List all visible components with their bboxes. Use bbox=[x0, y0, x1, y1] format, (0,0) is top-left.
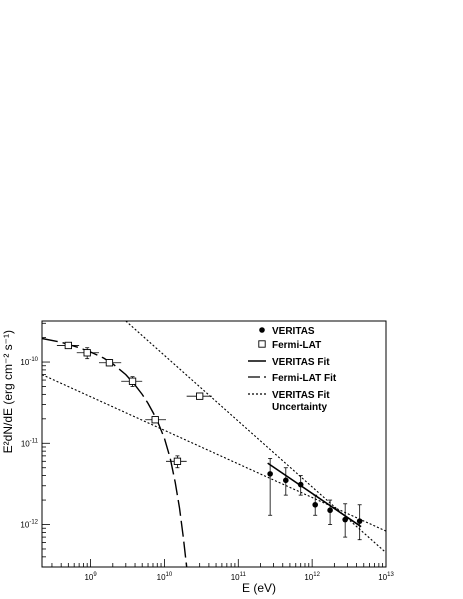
legend-label: VERITAS bbox=[272, 326, 315, 337]
x-tick-label: 1013 bbox=[378, 572, 394, 582]
veritas-point bbox=[342, 516, 348, 523]
data-points bbox=[56, 341, 363, 541]
veritas-point bbox=[297, 481, 304, 488]
fit-line bbox=[42, 337, 188, 567]
x-tick-label: 109 bbox=[84, 572, 97, 582]
x-tick-label: 1010 bbox=[157, 572, 173, 582]
fit-curves bbox=[42, 321, 386, 567]
veritas-point bbox=[312, 501, 318, 508]
veritas-point bbox=[267, 471, 273, 477]
y-axis-title: E²dN/dE (erg cm⁻² s⁻¹) bbox=[1, 330, 15, 453]
y-tick-label: 10-10 bbox=[20, 357, 38, 367]
fermi-point bbox=[151, 416, 159, 424]
fermi-point bbox=[196, 392, 204, 400]
legend-label: Fermi-LAT bbox=[272, 340, 321, 351]
y-tick-label: 10-12 bbox=[20, 520, 38, 530]
fit-line bbox=[42, 374, 386, 532]
fermi-point bbox=[128, 377, 137, 385]
x-axis-title: E (eV) bbox=[242, 581, 276, 595]
x-tick-label: 1012 bbox=[304, 572, 320, 582]
fermi-point bbox=[173, 457, 182, 465]
legend-marker-veritas bbox=[259, 327, 265, 333]
legend-label: Fermi-LAT Fit bbox=[272, 373, 337, 384]
axes: 109 1010 1011 1012 1013 10-12 10-11 10-10 bbox=[20, 322, 394, 582]
legend-marker-fermi bbox=[258, 340, 266, 348]
legend: VERITAS Fermi-LAT VERITAS Fit Fermi-LAT Fit… bbox=[248, 326, 337, 413]
legend-label: VERITAS Fit bbox=[272, 357, 330, 368]
fermi-point bbox=[83, 349, 91, 357]
x-tick-label: 1011 bbox=[231, 572, 247, 582]
legend-label-line2: Uncertainty bbox=[272, 402, 327, 413]
y-tick-label: 10-11 bbox=[21, 438, 39, 448]
legend-label: VERITAS Fit bbox=[272, 390, 330, 401]
veritas-point bbox=[283, 477, 289, 484]
veritas-point bbox=[356, 518, 363, 524]
fermi-point bbox=[64, 341, 72, 350]
fermi-point bbox=[105, 359, 114, 367]
veritas-point bbox=[327, 507, 333, 514]
plot-frame bbox=[41, 320, 387, 568]
